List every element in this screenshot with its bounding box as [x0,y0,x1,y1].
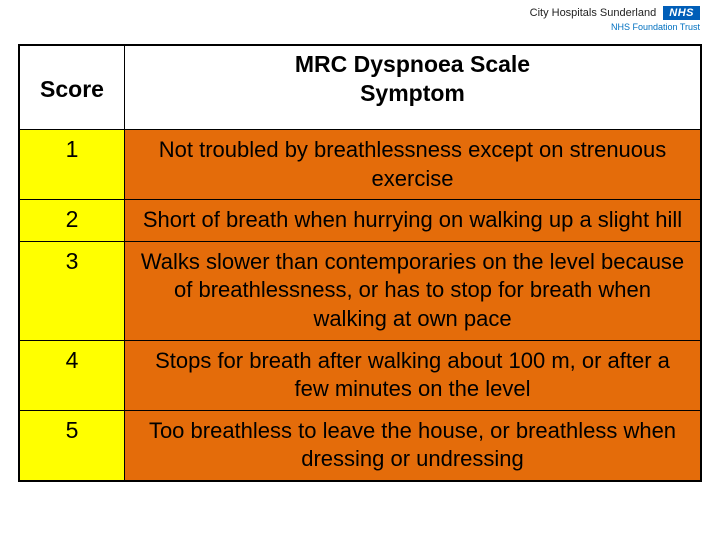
symptom-cell: Short of breath when hurrying on walking… [125,200,701,242]
org-name: City Hospitals Sunderland [530,7,657,19]
col-header-symptom: MRC Dyspnoea Scale Symptom [125,46,701,130]
score-cell: 2 [20,200,125,242]
dyspnoea-table: Score MRC Dyspnoea Scale Symptom 1 Not t… [19,45,701,481]
table-row: 1 Not troubled by breathlessness except … [20,130,701,200]
col-header-symptom-label: Symptom [360,80,465,106]
table-row: 4 Stops for breath after walking about 1… [20,340,701,410]
symptom-cell: Not troubled by breathlessness except on… [125,130,701,200]
dyspnoea-table-container: Score MRC Dyspnoea Scale Symptom 1 Not t… [18,44,702,482]
table-body: 1 Not troubled by breathlessness except … [20,130,701,481]
nhs-badge: NHS [663,6,700,20]
col-header-score-label: Score [40,76,104,102]
score-cell: 4 [20,340,125,410]
col-header-score: Score [20,46,125,130]
symptom-cell: Stops for breath after walking about 100… [125,340,701,410]
table-title: MRC Dyspnoea Scale [295,51,530,77]
table-header-row: Score MRC Dyspnoea Scale Symptom [20,46,701,130]
symptom-cell: Too breathless to leave the house, or br… [125,410,701,480]
table-row: 2 Short of breath when hurrying on walki… [20,200,701,242]
score-cell: 3 [20,241,125,340]
score-cell: 5 [20,410,125,480]
org-logo: City Hospitals Sunderland NHS NHS Founda… [530,6,700,32]
score-cell: 1 [20,130,125,200]
symptom-cell: Walks slower than contemporaries on the … [125,241,701,340]
table-row: 3 Walks slower than contemporaries on th… [20,241,701,340]
table-row: 5 Too breathless to leave the house, or … [20,410,701,480]
org-subtitle: NHS Foundation Trust [530,22,700,32]
